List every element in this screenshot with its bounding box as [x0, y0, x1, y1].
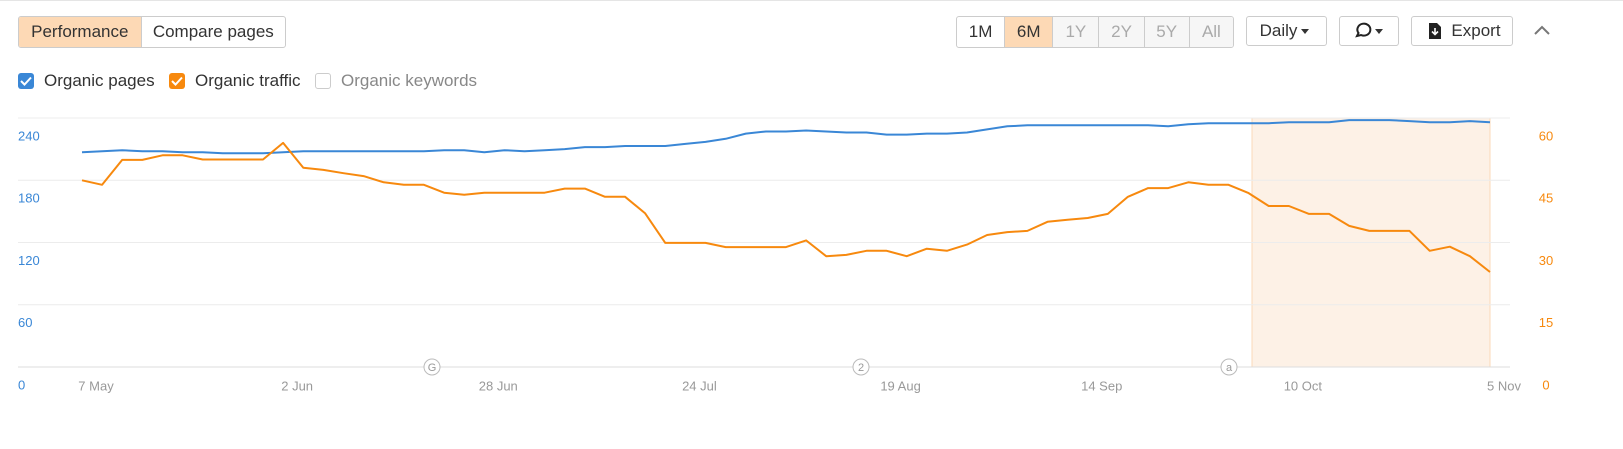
checkbox-box: [169, 73, 185, 89]
export-icon: [1429, 23, 1442, 39]
series-line: [81, 141, 1491, 273]
checkbox-box: [18, 73, 34, 89]
range-button[interactable]: 1Y: [1053, 17, 1100, 47]
range-button[interactable]: 1M: [957, 17, 1006, 47]
interval-dropdown[interactable]: Daily: [1246, 16, 1327, 46]
y2-tick-label: 45: [1539, 191, 1553, 206]
range-button[interactable]: All: [1189, 17, 1233, 47]
y-tick-label: 60: [18, 315, 32, 330]
y-tick-label: 0: [18, 377, 25, 392]
x-tick-label: 14 Sep: [1081, 378, 1122, 393]
legend-label: Organic traffic: [195, 71, 301, 90]
chart: 0 60 120 180 240 0 15 30 45 60 7 May 2 Jun 28 Jun 24 …: [18, 117, 1553, 393]
tab-group: Performance Compare pages: [18, 16, 286, 48]
series-line: [81, 119, 1491, 155]
x-tick-label: 19 Aug: [880, 378, 921, 393]
x-tick-label: 2 Jun: [281, 378, 313, 393]
y-tick-label: 240: [18, 128, 40, 143]
annotation-label: 2: [858, 362, 864, 374]
x-tick-label: 7 May: [78, 378, 114, 393]
legend-label: Organic keywords: [341, 71, 478, 90]
range-button[interactable]: 2Y: [1099, 17, 1145, 47]
comment-icon: [1355, 22, 1383, 38]
checkbox[interactable]: Organic keywords: [315, 71, 477, 91]
interval-label: Daily: [1259, 21, 1298, 40]
annotation-marker: [852, 358, 870, 376]
export-label: Export: [1451, 21, 1501, 40]
legend-label: Organic pages: [44, 71, 155, 90]
comment-dropdown[interactable]: [1339, 16, 1399, 46]
x-tick-label: 28 Jun: [479, 378, 518, 393]
y2-tick-label: 60: [1539, 128, 1553, 143]
annotation-marker: [1220, 358, 1238, 376]
range-button[interactable]: 6M: [1005, 17, 1054, 47]
annotation-label: a: [1226, 362, 1233, 374]
x-tick-label: 10 Oct: [1284, 378, 1323, 393]
y-tick-label: 120: [18, 253, 40, 268]
tab[interactable]: Compare pages: [152, 22, 274, 41]
y-tick-label: 180: [18, 191, 40, 206]
checkbox[interactable]: Organic pages: [18, 71, 155, 91]
range-button[interactable]: 5Y: [1144, 17, 1190, 47]
annotation-label: G: [428, 362, 437, 374]
y2-tick-label: 15: [1539, 315, 1553, 330]
range-group: 1M 6M 1Y 2Y 5Y All: [956, 16, 1234, 48]
checkbox[interactable]: Organic traffic: [169, 71, 301, 91]
collapse-icon[interactable]: [1532, 23, 1552, 39]
x-tick-label: 5 Nov: [1487, 378, 1521, 393]
export-button[interactable]: Export: [1411, 16, 1513, 46]
y2-tick-label: 30: [1539, 253, 1553, 268]
x-tick-label: 24 Jul: [682, 378, 717, 393]
caret: [1301, 29, 1310, 34]
annotation-marker: [423, 358, 441, 376]
checkbox-box: [315, 73, 331, 89]
tab[interactable]: Performance: [19, 17, 142, 47]
y2-tick-label: 0: [1542, 377, 1549, 392]
